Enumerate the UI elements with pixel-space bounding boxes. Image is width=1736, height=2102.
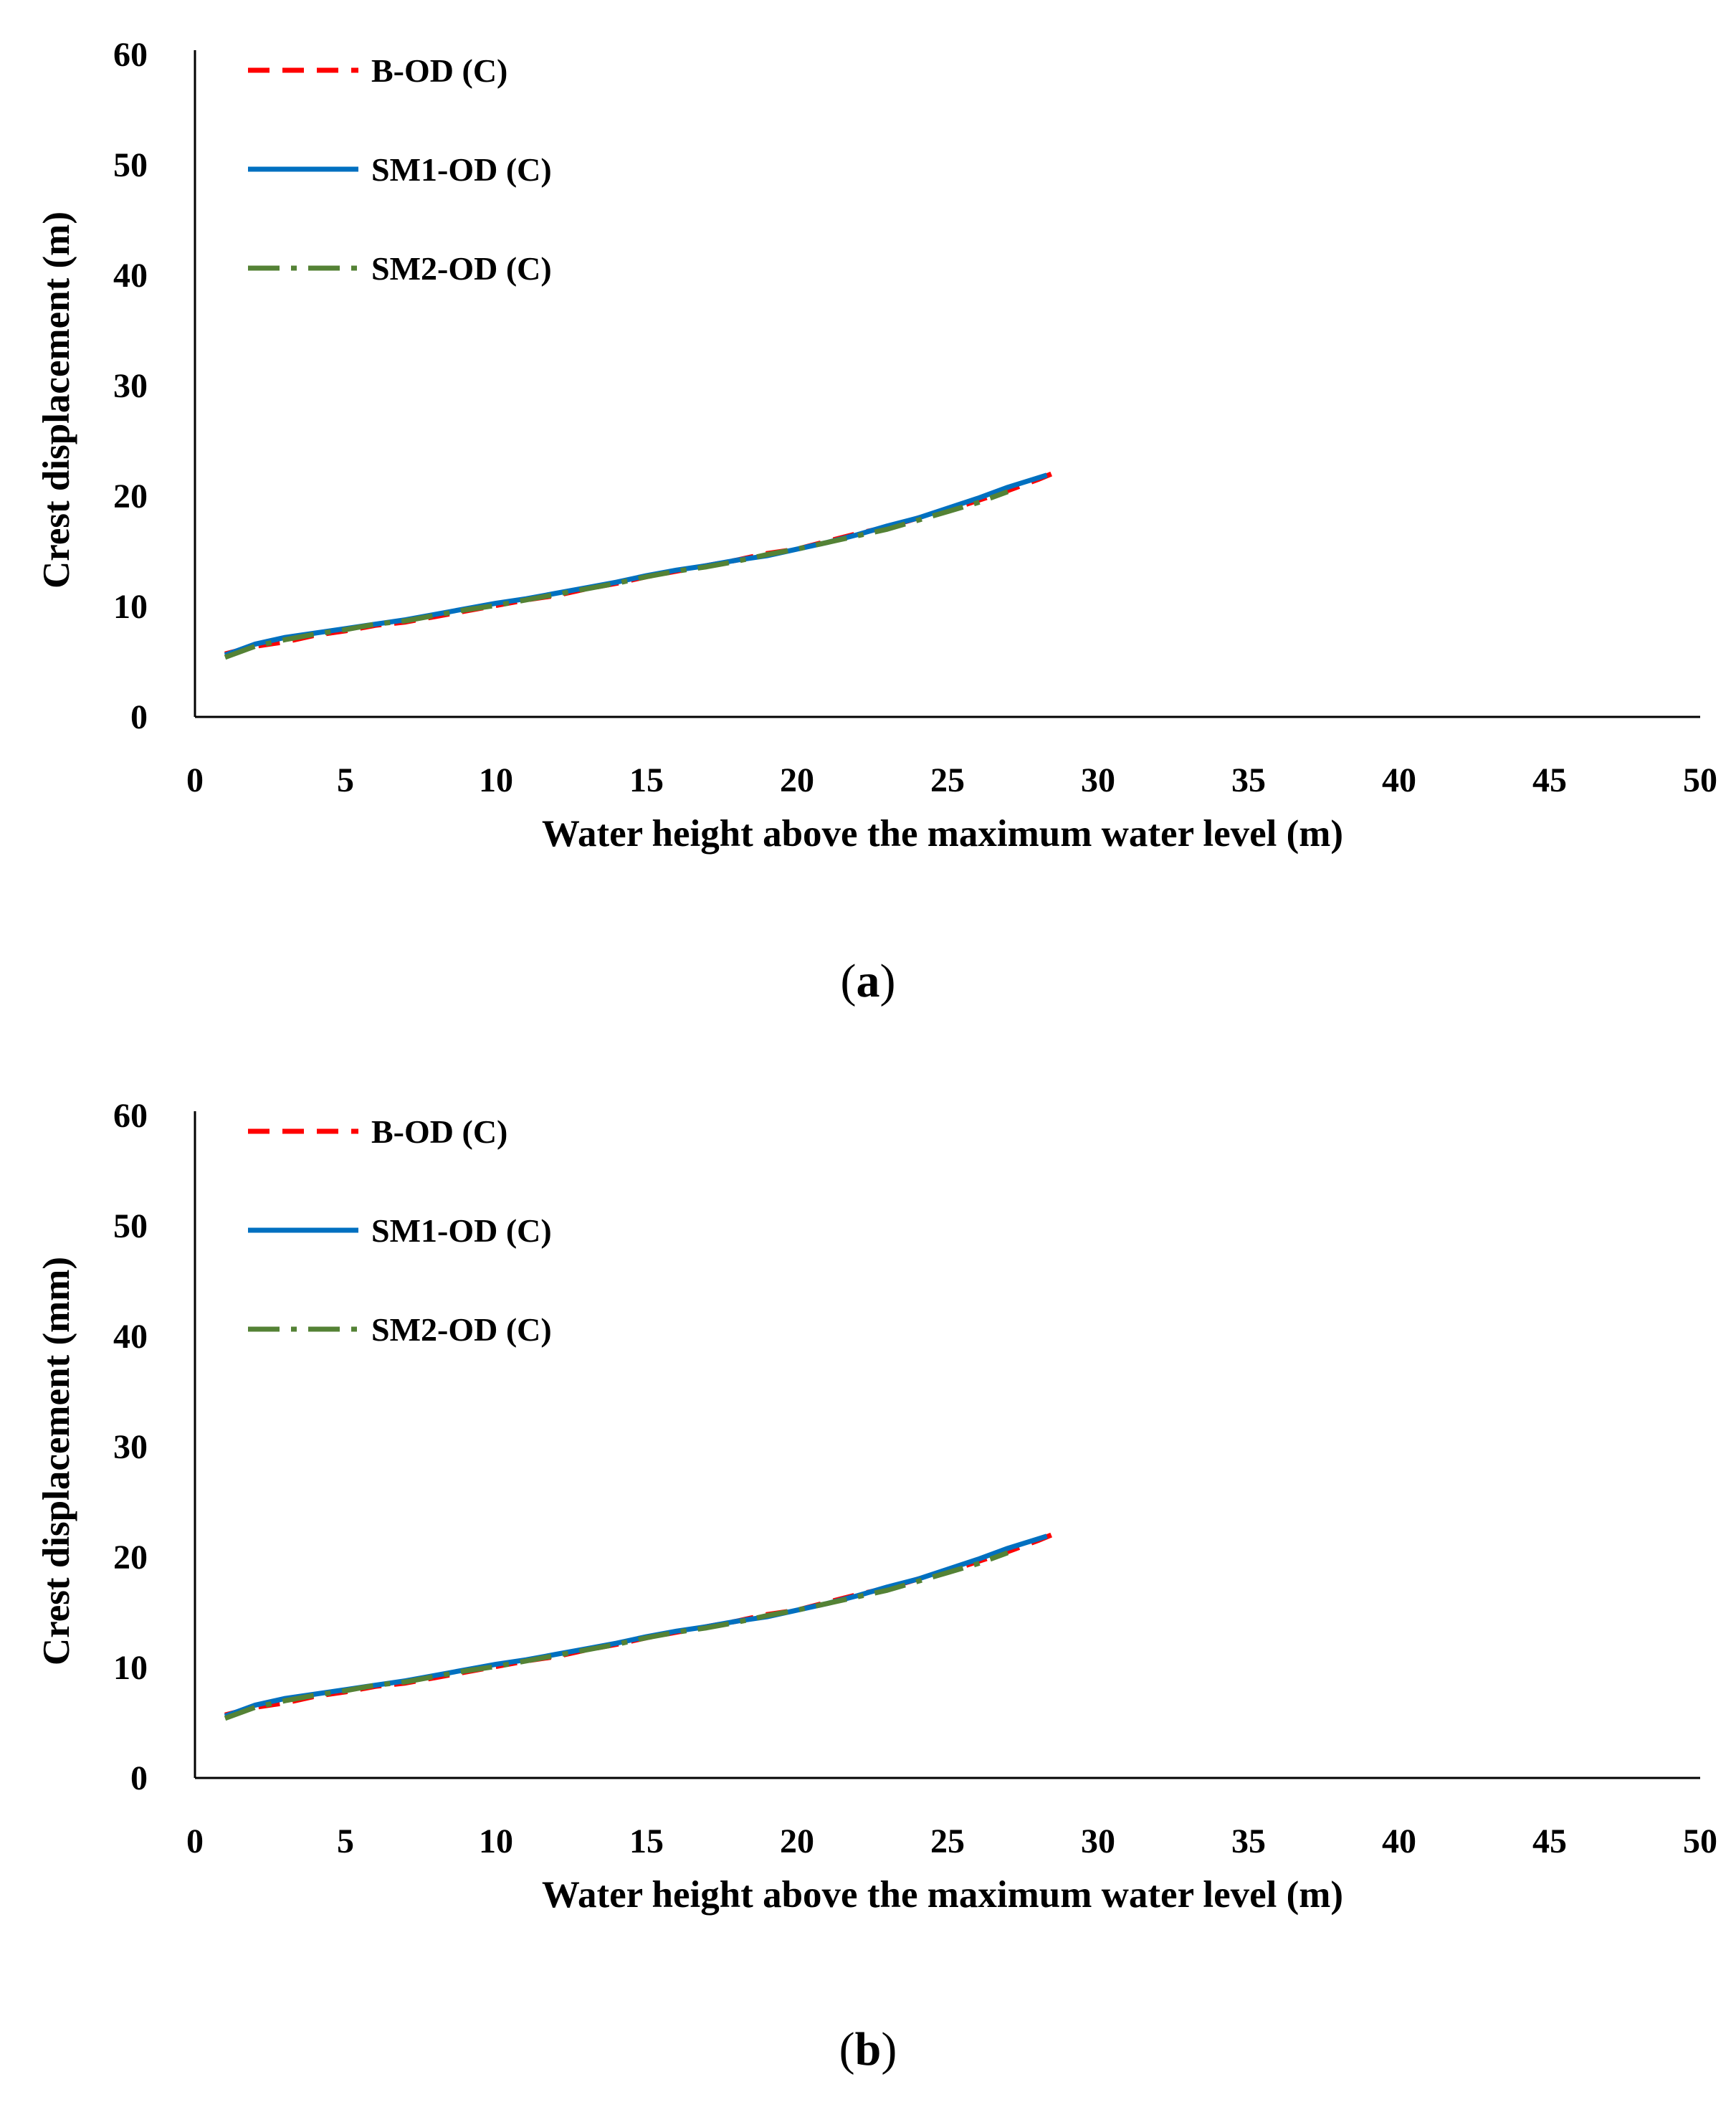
legend-label-2: SM1-OD (C) xyxy=(371,1212,552,1249)
chart-panel-b: 0 5 10 15 20 25 30 35 40 45 50 0 10 20 30 40 50 60 B-OD (… xyxy=(36,1097,1717,2075)
legend-label-3: SM2-OD (C) xyxy=(371,1311,552,1348)
series-layer xyxy=(224,467,1063,660)
x-tick-label: 10 xyxy=(479,761,513,799)
x-tick-label: 40 xyxy=(1382,761,1416,799)
x-tick-label: 0 xyxy=(186,761,204,799)
legend: B-OD (C) SM1-OD (C) SM2-OD (C) xyxy=(248,1113,552,1348)
x-tick-label: 15 xyxy=(629,1822,664,1860)
y-tick-label: 10 xyxy=(113,1649,148,1687)
x-tick-label: 20 xyxy=(780,761,814,799)
panel-caption-letter: b xyxy=(855,2023,882,2075)
series-line-3 xyxy=(224,1550,1009,1721)
y-tick-label: 0 xyxy=(130,1759,148,1797)
y-tick-label: 30 xyxy=(113,367,148,405)
x-tick-label: 35 xyxy=(1231,761,1266,799)
y-tick-label: 50 xyxy=(113,1207,148,1245)
legend-label-1: B-OD (C) xyxy=(371,52,507,89)
tick-layer: 0 5 10 15 20 25 30 35 40 45 50 0 10 20 30 40 50 60 xyxy=(113,1097,1717,1860)
axes-layer xyxy=(194,50,1700,718)
y-tick-label: 40 xyxy=(113,1318,148,1356)
x-tick-label: 50 xyxy=(1683,761,1717,799)
panel-caption-letter: a xyxy=(857,955,880,1007)
x-tick-label: 45 xyxy=(1532,1822,1567,1860)
legend-label-2: SM1-OD (C) xyxy=(371,151,552,188)
y-tick-label: 40 xyxy=(113,257,148,295)
x-tick-label: 35 xyxy=(1231,1822,1266,1860)
x-tick-label: 45 xyxy=(1532,761,1567,799)
y-tick-label: 0 xyxy=(130,698,148,736)
axes-layer xyxy=(194,1111,1700,1779)
x-tick-label: 40 xyxy=(1382,1822,1416,1860)
panel-caption: (a) xyxy=(841,955,896,1007)
y-axis-title: Crest displacement (mm) xyxy=(36,1257,77,1665)
x-tick-label: 25 xyxy=(930,761,965,799)
y-tick-label: 20 xyxy=(113,477,148,515)
panel-caption: (b) xyxy=(839,2023,897,2075)
x-axis-title: Water height above the maximum water lev… xyxy=(542,1874,1343,1916)
series-layer xyxy=(224,1528,1063,1721)
y-axis-title: Crest displacement (m) xyxy=(36,211,77,589)
tick-layer: 0 5 10 15 20 25 30 35 40 45 50 0 10 20 30 40 50 60 xyxy=(113,36,1717,799)
y-tick-label: 50 xyxy=(113,146,148,184)
series-line-3 xyxy=(224,489,1009,660)
y-tick-label: 10 xyxy=(113,588,148,626)
chart-panel-a: 0 5 10 15 20 25 30 35 40 45 50 0 10 20 30 40 50 60 B-OD (… xyxy=(36,36,1717,1007)
x-tick-label: 10 xyxy=(479,1822,513,1860)
x-tick-label: 5 xyxy=(337,761,354,799)
legend: B-OD (C) SM1-OD (C) SM2-OD (C) xyxy=(248,52,552,287)
y-tick-label: 30 xyxy=(113,1428,148,1466)
y-tick-label: 60 xyxy=(113,36,148,74)
x-tick-label: 50 xyxy=(1683,1822,1717,1860)
legend-label-1: B-OD (C) xyxy=(371,1113,507,1150)
x-axis-title: Water height above the maximum water lev… xyxy=(542,813,1343,855)
x-tick-label: 20 xyxy=(780,1822,814,1860)
y-tick-label: 20 xyxy=(113,1539,148,1577)
x-tick-label: 30 xyxy=(1081,761,1115,799)
x-tick-label: 15 xyxy=(629,761,664,799)
x-tick-label: 30 xyxy=(1081,1822,1115,1860)
x-tick-label: 5 xyxy=(337,1822,354,1860)
legend-label-3: SM2-OD (C) xyxy=(371,250,552,287)
x-tick-label: 0 xyxy=(186,1822,204,1860)
x-tick-label: 25 xyxy=(930,1822,965,1860)
y-tick-label: 60 xyxy=(113,1097,148,1135)
